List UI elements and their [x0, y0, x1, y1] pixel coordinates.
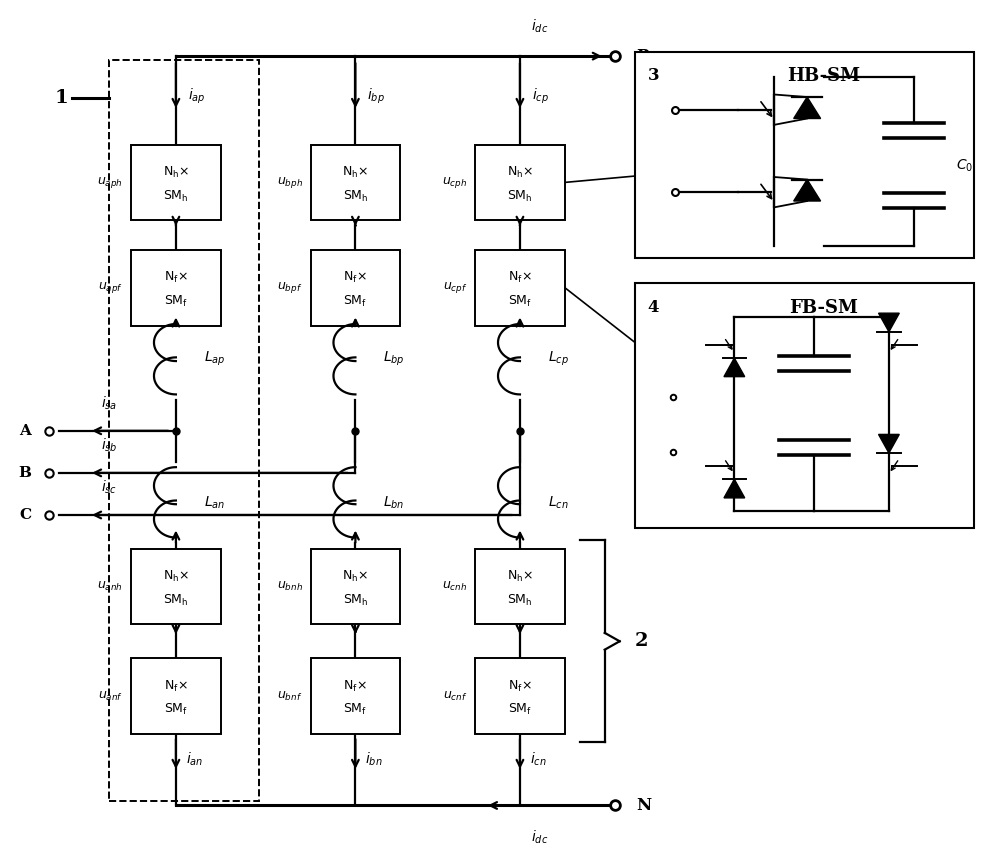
Bar [635, 52, 974, 258]
Text: $u_{anf}$: $u_{anf}$ [98, 689, 123, 703]
Bar [131, 549, 221, 625]
Text: $L_{cp}$: $L_{cp}$ [548, 350, 569, 368]
Text: $u_{aph}$: $u_{aph}$ [97, 175, 123, 190]
Bar [109, 60, 259, 802]
Bar [311, 145, 400, 220]
Text: 3: 3 [648, 67, 659, 84]
Bar [635, 283, 974, 528]
Text: $\mathrm{N_f\!\times}$: $\mathrm{N_f\!\times}$ [343, 678, 367, 694]
Text: $u_{cnh}$: $u_{cnh}$ [442, 580, 467, 593]
Text: $C_0$: $C_0$ [956, 157, 973, 174]
Bar [475, 145, 565, 220]
Text: $\mathrm{N_h\!\times}$: $\mathrm{N_h\!\times}$ [507, 569, 533, 585]
Text: $i_{dc}$: $i_{dc}$ [531, 18, 549, 35]
Polygon shape [724, 479, 745, 498]
Text: C: C [19, 508, 31, 522]
Text: $u_{cph}$: $u_{cph}$ [442, 175, 467, 190]
Text: $\mathrm{SM_f}$: $\mathrm{SM_f}$ [343, 294, 367, 309]
Text: $\mathrm{N_h\!\times}$: $\mathrm{N_h\!\times}$ [342, 569, 369, 585]
Polygon shape [879, 434, 899, 453]
Text: $u_{cpf}$: $u_{cpf}$ [443, 280, 467, 295]
Text: $\mathrm{N_f\!\times}$: $\mathrm{N_f\!\times}$ [164, 271, 188, 285]
Text: $i_{sb}$: $i_{sb}$ [101, 437, 117, 454]
Text: $\mathrm{N_h\!\times}$: $\mathrm{N_h\!\times}$ [163, 569, 189, 585]
Text: 2: 2 [635, 632, 648, 650]
Polygon shape [879, 313, 899, 332]
Polygon shape [794, 97, 821, 118]
Text: $u_{bnf}$: $u_{bnf}$ [277, 689, 303, 703]
Text: $\mathrm{SM_h}$: $\mathrm{SM_h}$ [163, 189, 189, 203]
Text: $\mathrm{N_h\!\times}$: $\mathrm{N_h\!\times}$ [342, 165, 369, 180]
Text: 1: 1 [54, 89, 68, 107]
Bar [475, 249, 565, 326]
Text: $L_{bp}$: $L_{bp}$ [383, 350, 405, 368]
Text: $i_{bp}$: $i_{bp}$ [367, 87, 385, 106]
Text: $\mathrm{SM_h}$: $\mathrm{SM_h}$ [507, 189, 533, 203]
Text: $\mathrm{SM_h}$: $\mathrm{SM_h}$ [343, 592, 368, 608]
Text: $u_{bph}$: $u_{bph}$ [277, 175, 303, 190]
Bar [311, 658, 400, 734]
Text: $\mathrm{SM_f}$: $\mathrm{SM_f}$ [508, 294, 532, 309]
Text: $u_{bnh}$: $u_{bnh}$ [277, 580, 303, 593]
Text: $u_{anh}$: $u_{anh}$ [97, 580, 123, 593]
Text: HB-SM: HB-SM [788, 67, 861, 85]
Text: A: A [19, 424, 31, 437]
Text: $L_{bn}$: $L_{bn}$ [383, 494, 405, 511]
Text: $i_{sc}$: $i_{sc}$ [101, 479, 117, 496]
Text: $L_{cn}$: $L_{cn}$ [548, 494, 568, 511]
Text: $\mathrm{N_f\!\times}$: $\mathrm{N_f\!\times}$ [508, 678, 532, 694]
Polygon shape [724, 358, 745, 377]
Text: $\mathrm{SM_h}$: $\mathrm{SM_h}$ [343, 189, 368, 203]
Text: $i_{cp}$: $i_{cp}$ [532, 87, 549, 106]
Text: $u_{apf}$: $u_{apf}$ [98, 280, 123, 295]
Text: $\mathrm{N_h\!\times}$: $\mathrm{N_h\!\times}$ [507, 165, 533, 180]
Text: 4: 4 [648, 299, 659, 316]
Text: $\mathrm{N_f\!\times}$: $\mathrm{N_f\!\times}$ [343, 271, 367, 285]
Bar [311, 549, 400, 625]
Text: $i_{bn}$: $i_{bn}$ [365, 751, 383, 768]
Text: $u_{bpf}$: $u_{bpf}$ [277, 280, 303, 295]
Bar [475, 549, 565, 625]
Bar [131, 658, 221, 734]
Text: $i_{cn}$: $i_{cn}$ [530, 751, 547, 768]
Text: $\mathrm{N_f\!\times}$: $\mathrm{N_f\!\times}$ [164, 678, 188, 694]
Text: $L_{ap}$: $L_{ap}$ [204, 350, 225, 368]
Text: $i_{an}$: $i_{an}$ [186, 751, 203, 768]
Text: $i_{ap}$: $i_{ap}$ [188, 87, 205, 106]
Polygon shape [794, 180, 821, 201]
Text: $\mathrm{N_h\!\times}$: $\mathrm{N_h\!\times}$ [163, 165, 189, 180]
Text: $\mathrm{SM_h}$: $\mathrm{SM_h}$ [163, 592, 189, 608]
Text: B: B [18, 465, 31, 480]
Text: N: N [637, 797, 652, 814]
Text: $\mathrm{SM_f}$: $\mathrm{SM_f}$ [164, 294, 188, 309]
Text: $u_{cnf}$: $u_{cnf}$ [443, 689, 467, 703]
Text: $L_{an}$: $L_{an}$ [204, 494, 225, 511]
Text: $\mathrm{SM_f}$: $\mathrm{SM_f}$ [508, 702, 532, 717]
Text: $\mathrm{SM_f}$: $\mathrm{SM_f}$ [164, 702, 188, 717]
Text: $i_{dc}$: $i_{dc}$ [531, 829, 549, 847]
Text: FB-SM: FB-SM [790, 299, 859, 317]
Text: P: P [637, 48, 649, 65]
Bar [475, 658, 565, 734]
Bar [311, 249, 400, 326]
Text: $\mathrm{SM_h}$: $\mathrm{SM_h}$ [507, 592, 533, 608]
Text: $\mathrm{N_f\!\times}$: $\mathrm{N_f\!\times}$ [508, 271, 532, 285]
Bar [131, 145, 221, 220]
Bar [131, 249, 221, 326]
Text: $i_{sa}$: $i_{sa}$ [101, 395, 117, 412]
Text: $\mathrm{SM_f}$: $\mathrm{SM_f}$ [343, 702, 367, 717]
